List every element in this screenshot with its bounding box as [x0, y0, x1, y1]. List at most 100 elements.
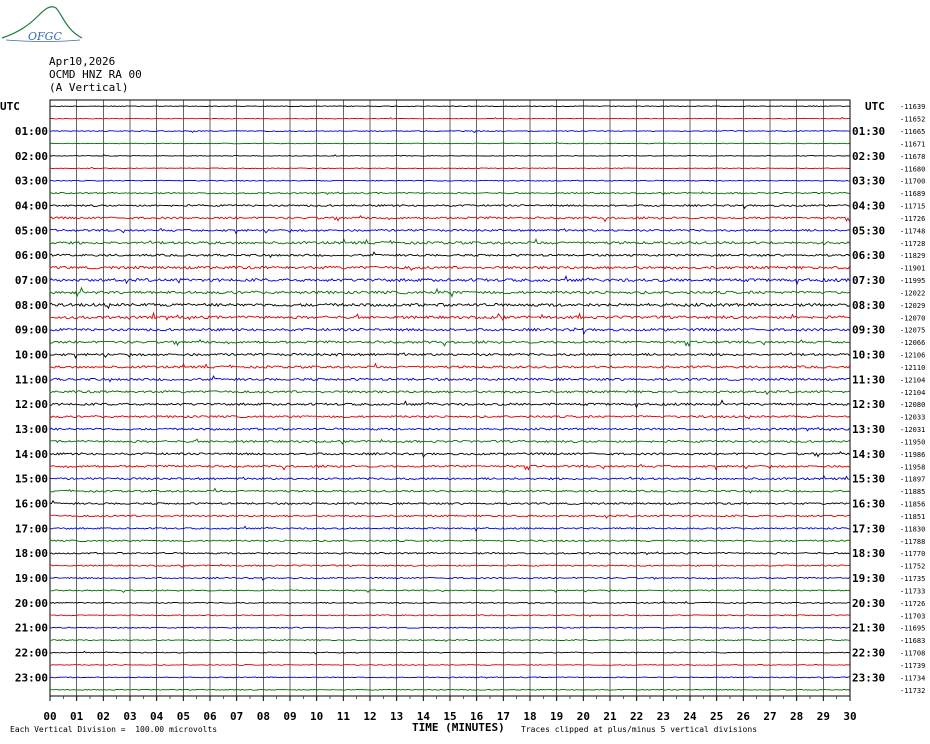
trace-offset-label: -11652 — [900, 116, 925, 124]
right-hour-label: 09:30 — [852, 324, 885, 337]
trace-line — [49, 650, 850, 655]
axis-labels: 00 01 02 03 04 05 06 07 08 09 10 11 12 13 14 15 16 17 18 19… — [0, 100, 925, 723]
left-hour-label: 21:00 — [15, 622, 48, 635]
left-axis-title: UTC — [0, 100, 20, 113]
x-tick-label: 17 — [497, 710, 510, 723]
left-hour-label: 17:00 — [15, 522, 48, 535]
trace-line — [49, 374, 850, 383]
trace-offset-label: -11680 — [900, 165, 925, 173]
trace-offset-label: -11683 — [900, 637, 925, 645]
left-hour-label: 20:00 — [15, 597, 48, 610]
trace-line — [49, 463, 850, 471]
trace-offset-label: -11885 — [900, 488, 925, 496]
trace-offset-label: -12104 — [900, 376, 925, 384]
right-hour-label: 05:30 — [852, 224, 885, 237]
left-hour-label: 04:00 — [15, 200, 48, 213]
trace-line — [49, 614, 850, 618]
trace-offset-label: -11897 — [900, 476, 925, 484]
trace-line — [49, 274, 850, 286]
trace-line — [49, 390, 850, 396]
trace-line — [49, 450, 850, 458]
trace-line — [49, 639, 850, 642]
right-hour-label: 18:30 — [852, 547, 885, 560]
scale-note: Each Vertical Division = 100.00 microvol… — [10, 725, 218, 734]
right-hour-label: 17:30 — [852, 522, 885, 535]
x-tick-label: 22 — [630, 710, 643, 723]
clip-note: Traces clipped at plus/minus 5 vertical … — [521, 725, 758, 734]
x-tick-label: 07 — [230, 710, 243, 723]
logo-text: OFGC — [28, 30, 62, 43]
left-hour-label: 02:00 — [15, 150, 48, 163]
trace-offset-label: -11689 — [900, 190, 925, 198]
x-tick-label: 28 — [790, 710, 803, 723]
right-hour-label: 19:30 — [852, 572, 885, 585]
right-hour-label: 12:30 — [852, 398, 885, 411]
x-tick-label: 09 — [283, 710, 296, 723]
right-hour-label: 14:30 — [852, 448, 885, 461]
trace-offset-label: -11770 — [900, 550, 925, 558]
left-hour-label: 07:00 — [15, 274, 48, 287]
trace-offset-label: -11639 — [900, 103, 925, 111]
left-hour-label: 22:00 — [15, 647, 48, 660]
right-hour-label: 15:30 — [852, 473, 885, 486]
x-tick-label: 05 — [177, 710, 190, 723]
x-tick-label: 03 — [123, 710, 136, 723]
trace-offset-label: -11739 — [900, 662, 925, 670]
trace-line — [49, 487, 850, 494]
trace-offset-label: -12022 — [900, 289, 925, 297]
trace-line — [49, 117, 850, 120]
x-tick-label: 25 — [710, 710, 723, 723]
plot-grid — [49, 99, 851, 701]
trace-line — [49, 600, 850, 604]
trace-line — [49, 227, 850, 235]
left-hour-label: 16:00 — [15, 498, 48, 511]
trace-offset-label: -12029 — [900, 302, 925, 310]
trace-line — [49, 415, 850, 420]
trace-line — [49, 352, 850, 360]
right-hour-label: 01:30 — [852, 125, 885, 138]
trace-offset-label: -12080 — [900, 401, 925, 409]
left-hour-label: 23:00 — [15, 671, 48, 684]
x-tick-label: 14 — [417, 710, 431, 723]
trace-line — [49, 166, 850, 170]
trace-line — [49, 237, 850, 246]
trace-offset-label: -11986 — [900, 451, 925, 459]
trace-offset-label: -12110 — [900, 364, 925, 372]
left-hour-label: 14:00 — [15, 448, 48, 461]
trace-offset-label: -11735 — [900, 575, 925, 583]
trace-line — [49, 265, 850, 271]
trace-offset-label: -11752 — [900, 563, 925, 571]
trace-line — [49, 688, 850, 691]
trace-line — [49, 626, 850, 629]
logo-swoosh-icon — [1, 6, 83, 39]
right-hour-label: 10:30 — [852, 349, 885, 362]
trace-line — [49, 215, 850, 223]
logo-underline-icon — [5, 39, 81, 42]
trace-line — [49, 154, 850, 157]
x-tick-label: 16 — [470, 710, 484, 723]
left-hour-label: 08:00 — [15, 299, 48, 312]
right-hour-label: 02:30 — [852, 150, 885, 163]
trace-line — [49, 589, 850, 594]
trace-line — [49, 141, 850, 145]
right-hour-label: 03:30 — [852, 175, 885, 188]
trace-offset-label: -11950 — [900, 438, 925, 446]
x-tick-label: 29 — [817, 710, 830, 723]
right-hour-label: 07:30 — [852, 274, 885, 287]
trace-offset-label: -12031 — [900, 426, 925, 434]
right-hour-label: 08:30 — [852, 299, 885, 312]
trace-line — [49, 302, 850, 310]
trace-offset-label: -11728 — [900, 240, 925, 248]
x-tick-label: 11 — [337, 710, 351, 723]
trace-line — [49, 663, 850, 666]
x-tick-label: 24 — [683, 710, 697, 723]
trace-line — [49, 130, 850, 134]
trace-line — [49, 676, 850, 679]
trace-offset-label: -11678 — [900, 153, 925, 161]
trace-offset-label: -12070 — [900, 314, 925, 322]
trace-offset-label: -11851 — [900, 513, 925, 521]
trace-offset-label: -11708 — [900, 650, 925, 658]
x-tick-label: 18 — [523, 710, 536, 723]
x-tick-label: 23 — [657, 710, 670, 723]
trace-line — [49, 362, 850, 370]
